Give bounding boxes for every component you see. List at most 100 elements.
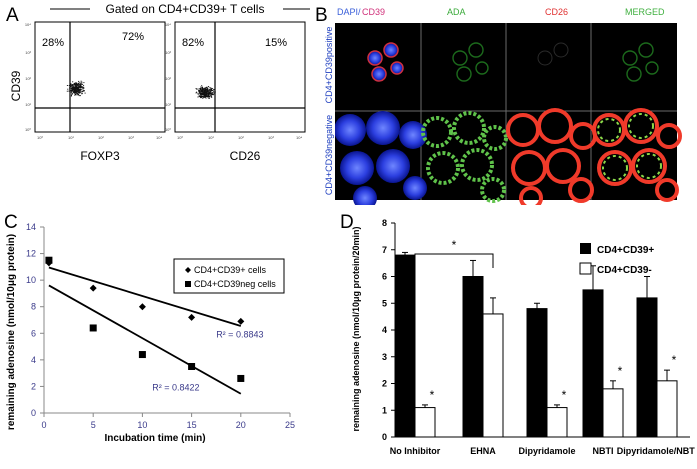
event-dot: [71, 87, 72, 89]
quadrant-ur-percent: 15%: [265, 37, 287, 49]
event-dot: [66, 90, 68, 92]
error-bars: [402, 251, 670, 408]
event-dot: [207, 95, 209, 97]
event-dot: [83, 90, 85, 92]
event-dot: [209, 93, 211, 95]
event-dot: [209, 90, 210, 92]
event-dot: [81, 81, 83, 83]
event-dot: [213, 91, 215, 93]
event-dot: [203, 91, 205, 93]
event-dot: [197, 93, 199, 95]
event-dot: [75, 82, 77, 84]
y-tick: 10⁴: [25, 22, 31, 27]
event-dot: [81, 90, 83, 92]
event-dot: [195, 88, 197, 90]
panel-letter-b: B: [315, 5, 328, 26]
event-dot: [211, 89, 213, 91]
event-dot: [207, 90, 209, 92]
event-dot: [80, 80, 82, 82]
event-dot: [72, 84, 74, 86]
event-dot: [73, 83, 75, 85]
event-dot: [72, 89, 74, 91]
event-dot: [202, 93, 204, 95]
event-dot: [205, 88, 206, 90]
event-dot: [210, 87, 212, 89]
event-dot: [71, 88, 73, 90]
x-axis-label: Incubation time (min): [104, 433, 205, 444]
event-dot: [204, 92, 206, 94]
event-dot: [70, 83, 72, 85]
event-dot: [210, 94, 212, 96]
event-dot: [205, 90, 207, 92]
y-tick: 10¹: [25, 102, 31, 107]
event-dot: [199, 91, 201, 93]
event-dot: [72, 84, 74, 86]
quadrant-ul-percent: 82%: [182, 37, 204, 49]
event-dot: [204, 96, 206, 98]
bar-cd39neg: [546, 407, 568, 438]
event-dot: [75, 91, 77, 93]
y-axis-label: CD39: [9, 70, 23, 101]
event-dot: [208, 93, 209, 95]
event-dot: [69, 89, 71, 90]
event-dot: [212, 94, 214, 96]
event-dot: [206, 95, 207, 97]
trend-lines: [48, 266, 242, 395]
event-dot: [207, 96, 209, 98]
event-dot: [197, 92, 199, 94]
event-dot: [81, 91, 83, 93]
event-dot: [203, 89, 205, 91]
event-dot: [74, 88, 76, 90]
event-dot: [71, 93, 73, 95]
x-tick: 10²: [98, 135, 104, 140]
event-dot: [199, 96, 201, 98]
y-tick: 10⁰: [165, 127, 171, 132]
panel-letter-a: A: [6, 5, 19, 26]
x-tick-label: 15: [187, 420, 197, 430]
event-dots: [195, 85, 216, 99]
event-dot: [78, 86, 80, 88]
event-dot: [79, 88, 81, 90]
flow-plot-cd26: 82% 15% CD26 10⁴ 10³ 10² 10¹ 10⁰ 10⁰ 10¹…: [165, 21, 306, 163]
event-dot: [199, 96, 201, 98]
r-squared-cd39pos: R² = 0.8843: [216, 329, 263, 339]
x-tick: 10³: [128, 135, 134, 140]
y-tick-label: 0: [382, 432, 387, 442]
bar-cd39pos: [526, 308, 548, 438]
event-dot: [71, 85, 73, 87]
event-dot: [211, 96, 213, 98]
square-point: [45, 256, 53, 264]
bar-cd39pos: [394, 254, 416, 438]
event-dot: [209, 87, 211, 89]
significance-star: *: [618, 364, 623, 378]
event-dot: [79, 83, 81, 85]
x-tick-label: 0: [41, 420, 46, 430]
y-tick-label: 6: [382, 272, 387, 282]
event-dot: [211, 93, 213, 95]
event-dot: [205, 88, 207, 90]
event-dot: [80, 91, 82, 93]
x-tick-label: 10: [137, 420, 147, 430]
bars: [394, 254, 678, 438]
event-dot: [201, 94, 203, 96]
event-dot: [75, 84, 77, 86]
event-dot: [207, 95, 209, 97]
event-dot: [200, 92, 202, 94]
event-dot: [203, 91, 205, 93]
event-dot: [73, 92, 75, 94]
panel-letter-c: C: [4, 212, 18, 233]
event-dot: [203, 96, 205, 98]
event-dot: [80, 88, 82, 90]
event-dot: [71, 91, 73, 93]
event-dot: [77, 83, 79, 85]
comparison-bracket: [414, 253, 494, 268]
event-dot: [74, 91, 76, 93]
event-dot: [203, 95, 205, 97]
y-tick-label: 7: [382, 245, 387, 255]
event-dot: [200, 87, 202, 89]
event-dot: [213, 93, 215, 95]
tile-row1-cd26: [537, 42, 569, 66]
event-dot: [71, 92, 73, 94]
r-squared-cd39neg: R² = 0.8422: [152, 382, 199, 392]
square-point: [138, 351, 146, 359]
